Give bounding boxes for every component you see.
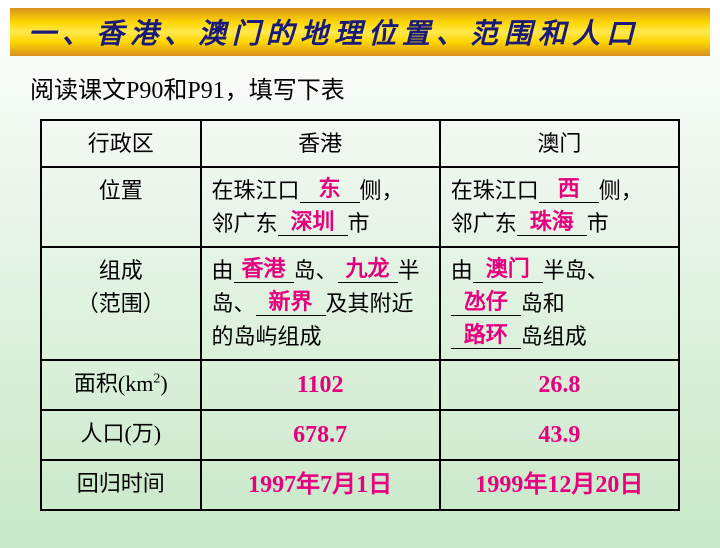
pos-hk-f2: 深圳 (291, 209, 335, 234)
area-row: 面积(km2) 1102 26.8 (41, 360, 679, 410)
pos-hk-f1: 东 (319, 176, 341, 201)
ret-hk-v: 1997年7月1日 (248, 472, 392, 498)
composition-mo: 由澳门半岛、 氹仔岛和 路环岛组成 (440, 247, 679, 360)
cmo-t2: 半岛、 (543, 258, 609, 283)
cmo-t4: 岛组成 (521, 324, 587, 349)
title-banner: 一、香港、澳门的地理位置、范围和人口 (10, 8, 710, 56)
area-label: 面积(km2) (41, 360, 201, 410)
comp-l1: 组成 (99, 258, 143, 283)
pos-mo-s2: 市 (587, 211, 609, 236)
chk-t2: 岛、 (294, 258, 338, 283)
position-row: 位置 在珠江口东侧， 邻广东深圳市 在珠江口西侧， 邻广东珠海市 (41, 167, 679, 247)
chk-f2: 九龙 (346, 256, 390, 281)
position-label: 位置 (41, 167, 201, 247)
chk-f3: 新界 (269, 289, 313, 314)
pos-hk-s1: 侧， (360, 178, 404, 203)
cmo-f1: 澳门 (486, 256, 530, 281)
header-col3: 澳门 (440, 120, 679, 167)
pos-hk-s2: 市 (348, 211, 370, 236)
header-col2: 香港 (201, 120, 440, 167)
pop-hk: 678.7 (201, 410, 440, 460)
pos-mo-s1: 侧， (599, 178, 643, 203)
pop-label: 人口(万) (41, 410, 201, 460)
pop-hk-v: 678.7 (293, 422, 347, 448)
chk-t1: 由 (212, 258, 234, 283)
pop-mo: 43.9 (440, 410, 679, 460)
banner-text: 一、香港、澳门的地理位置、范围和人口 (28, 12, 640, 52)
main-table: 行政区 香港 澳门 位置 在珠江口东侧， 邻广东深圳市 在珠江口西侧， 邻广东珠… (40, 119, 680, 511)
pos-mo-p1: 在珠江口 (451, 178, 539, 203)
pos-mo-f2: 珠海 (530, 209, 574, 234)
pop-mo-v: 43.9 (538, 422, 580, 448)
position-mo: 在珠江口西侧， 邻广东珠海市 (440, 167, 679, 247)
return-row: 回归时间 1997年7月1日 1999年12月20日 (41, 460, 679, 510)
cmo-f3: 路环 (464, 322, 508, 347)
position-hk: 在珠江口东侧， 邻广东深圳市 (201, 167, 440, 247)
ret-label: 回归时间 (41, 460, 201, 510)
composition-label: 组成 （范围） (41, 247, 201, 360)
area-la: 面积(km (74, 371, 153, 396)
header-col1: 行政区 (41, 120, 201, 167)
cmo-t3: 岛和 (521, 291, 565, 316)
area-mo: 26.8 (440, 360, 679, 410)
header-row: 行政区 香港 澳门 (41, 120, 679, 167)
pos-mo-p2: 邻广东 (451, 211, 517, 236)
instruction-text: 阅读课文P90和P91，填写下表 (30, 70, 720, 105)
area-hk: 1102 (201, 360, 440, 410)
ret-mo: 1999年12月20日 (440, 460, 679, 510)
cmo-f2: 氹仔 (464, 289, 508, 314)
composition-hk: 由香港岛、九龙半岛、新界及其附近的岛屿组成 (201, 247, 440, 360)
pos-hk-p1: 在珠江口 (212, 178, 300, 203)
cmo-t1: 由 (451, 258, 473, 283)
comp-l2: （范围） (77, 291, 165, 316)
pos-mo-f1: 西 (558, 176, 580, 201)
ret-hk: 1997年7月1日 (201, 460, 440, 510)
area-lb: ) (160, 371, 167, 396)
ret-mo-v: 1999年12月20日 (475, 472, 643, 498)
chk-f1: 香港 (242, 256, 286, 281)
area-hk-v: 1102 (297, 372, 344, 398)
pos-hk-p2: 邻广东 (212, 211, 278, 236)
population-row: 人口(万) 678.7 43.9 (41, 410, 679, 460)
composition-row: 组成 （范围） 由香港岛、九龙半岛、新界及其附近的岛屿组成 由澳门半岛、 氹仔岛… (41, 247, 679, 360)
area-mo-v: 26.8 (538, 372, 580, 398)
